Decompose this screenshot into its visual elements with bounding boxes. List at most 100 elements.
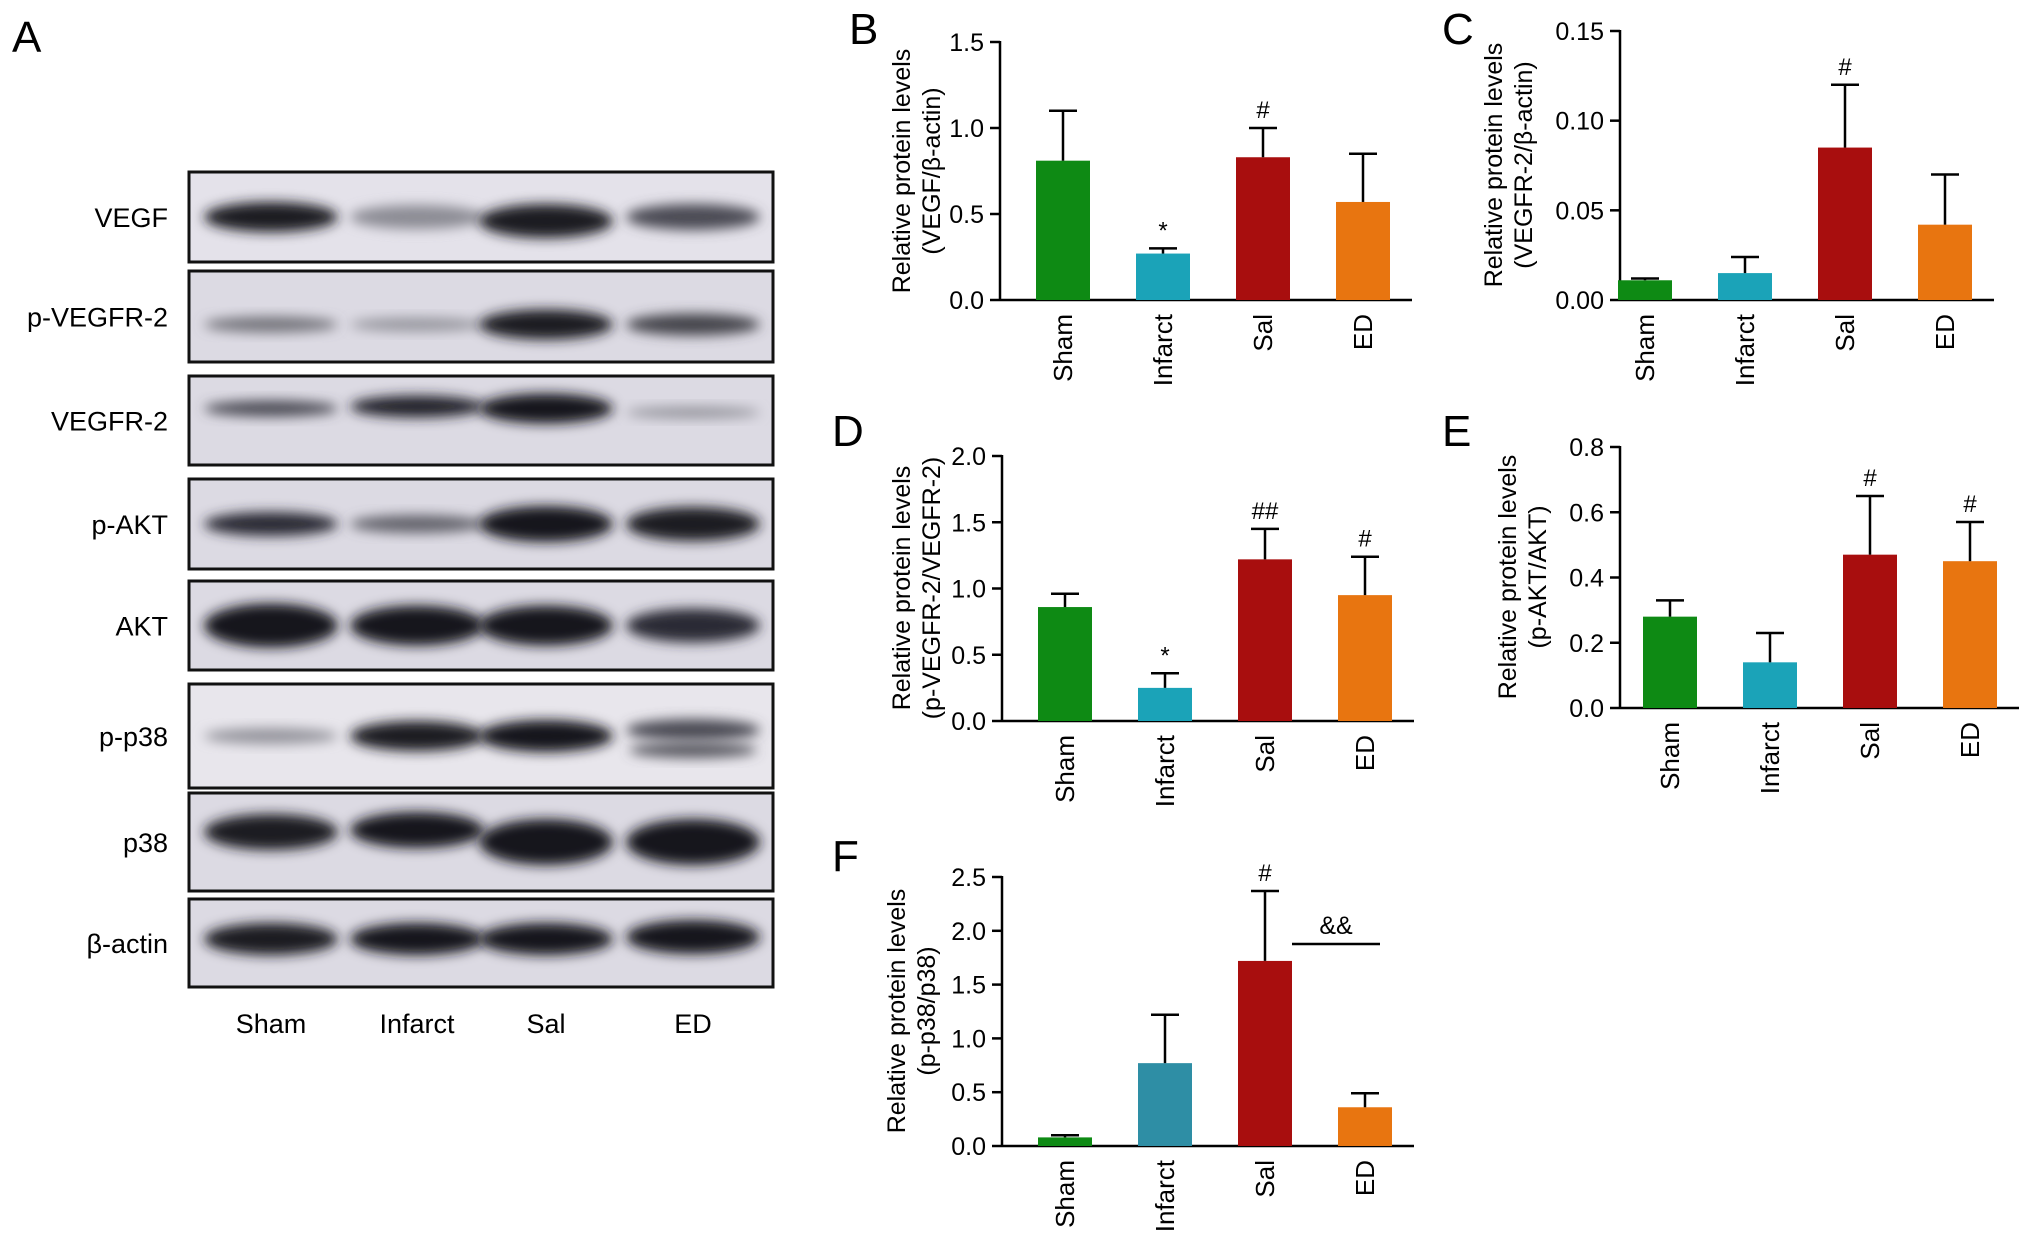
y-axis-title: Relative protein levels(VEGFR-2/β-actin) <box>1480 43 1538 288</box>
blot-label-beta-actin: β-actin <box>86 929 168 959</box>
bar-sham <box>1618 280 1672 300</box>
y-tick-label: 0.0 <box>951 1133 986 1161</box>
blot-band <box>626 608 760 643</box>
blot-band <box>350 205 484 229</box>
y-axis-title: Relative protein levels(p-AKT/AKT) <box>1494 455 1552 700</box>
x-tick-label-sal: Sal <box>1250 735 1280 773</box>
blot-band <box>626 204 760 230</box>
blot-band <box>204 400 338 417</box>
y-tick-label: 1.0 <box>951 576 986 604</box>
bar-sham <box>1036 160 1090 300</box>
y-axis-title-line: Relative protein levels <box>1480 43 1508 288</box>
x-tick-label-sham: Sham <box>1655 722 1685 790</box>
blot-band <box>350 812 484 848</box>
blot-band <box>479 393 613 424</box>
significance-mark: # <box>1963 491 1977 518</box>
x-tick-label-sal: Sal <box>1855 722 1885 760</box>
x-tick-label-sal: Sal <box>1248 314 1278 352</box>
blot-label-p-p38: p-p38 <box>99 722 168 752</box>
blot-membrane <box>187 374 775 467</box>
blot-band <box>626 507 760 541</box>
significance-mark: * <box>1160 642 1169 669</box>
blot-row-p-akt <box>187 477 775 571</box>
y-tick-label: 0.5 <box>951 642 986 670</box>
blot-band <box>350 923 484 955</box>
x-tick-label-ed: ED <box>1350 1160 1380 1196</box>
lane-label-sham: Sham <box>236 1009 307 1039</box>
panel-label-d: D <box>832 407 864 456</box>
bar-infarct <box>1743 662 1797 708</box>
y-axis-title-line: Relative protein levels <box>883 889 911 1134</box>
y-tick-label: 0.15 <box>1555 18 1604 46</box>
blot-band <box>204 316 338 333</box>
significance-mark: # <box>1863 465 1877 492</box>
bar-sham <box>1038 1137 1092 1146</box>
blot-row-p38 <box>187 791 775 893</box>
significance-mark: * <box>1158 217 1167 244</box>
y-tick-label: 0.00 <box>1555 287 1604 315</box>
bar-ed <box>1943 561 1997 708</box>
x-tick-label-sal: Sal <box>1830 314 1860 352</box>
blot-band <box>479 819 613 865</box>
blot-band <box>479 720 613 752</box>
y-tick-label: 1.0 <box>951 1025 986 1053</box>
y-axis-title-line: (VEGFR-2/β-actin) <box>1510 61 1538 268</box>
y-tick-label: 0.05 <box>1555 197 1604 225</box>
y-axis-title: Relative protein levels(VEGF/β-actin) <box>888 49 946 294</box>
y-tick-label: 0.6 <box>1569 499 1604 527</box>
y-tick-label: 0.2 <box>1569 630 1604 658</box>
panel-label-f: F <box>832 832 859 881</box>
x-tick-label-ed: ED <box>1955 722 1985 758</box>
blot-band <box>204 728 338 744</box>
blot-band <box>479 309 613 340</box>
blot-row-vegfr-2 <box>187 374 775 467</box>
panel-label-c: C <box>1442 5 1474 54</box>
significance-mark: # <box>1256 97 1270 124</box>
bar-ed <box>1336 201 1390 300</box>
bar-sham <box>1643 616 1697 708</box>
blot-band <box>479 923 613 955</box>
blot-band <box>479 605 613 646</box>
bar-infarct <box>1718 273 1772 300</box>
blot-row-vegf <box>187 170 775 264</box>
y-axis-title-line: (VEGF/β-actin) <box>918 87 946 254</box>
x-tick-label-ed: ED <box>1930 314 1960 350</box>
y-tick-label: 1.5 <box>951 972 986 1000</box>
x-tick-label-ed: ED <box>1350 735 1380 771</box>
blot-band <box>350 721 484 751</box>
y-axis-title: Relative protein levels(p-p38/p38) <box>883 889 941 1134</box>
y-tick-label: 1.5 <box>949 29 984 57</box>
x-tick-label-infarct: Infarct <box>1150 734 1180 807</box>
lane-label-sal: Sal <box>526 1009 565 1039</box>
y-axis-title-line: Relative protein levels <box>888 466 916 711</box>
chart-e: E 0.0 0.2 0.4 0.6 0.8 Relative protein levels(… <box>1442 407 2019 794</box>
blot-label-p38: p38 <box>123 828 168 858</box>
y-axis-title-line: (p-AKT/AKT) <box>1524 505 1552 648</box>
y-tick-label: 0.0 <box>1569 695 1604 723</box>
x-tick-label-infarct: Infarct <box>1755 721 1785 794</box>
blot-band <box>479 204 613 238</box>
western-blot-panel: A VEGF p-VEGFR-2 VEGFR-2 p-AKT AKT p-p38 p38 β-a… <box>12 13 775 1039</box>
y-tick-label: 0.0 <box>949 287 984 315</box>
panel-label-e: E <box>1442 407 1471 456</box>
blot-band <box>626 719 760 741</box>
blot-band <box>204 814 338 850</box>
comparison-label: && <box>1319 912 1353 940</box>
blot-band <box>626 313 760 336</box>
blot-row-p-p38 <box>187 682 775 790</box>
blot-band <box>350 515 484 533</box>
blot-band <box>204 512 338 536</box>
blot-row-akt <box>187 579 775 672</box>
bar-ed <box>1338 595 1392 721</box>
bar-infarct <box>1138 1063 1192 1146</box>
bar-ed <box>1338 1107 1392 1146</box>
bar-sal <box>1238 960 1292 1146</box>
bar-sal <box>1236 157 1290 300</box>
bar-sal <box>1238 559 1292 721</box>
blot-label-akt: AKT <box>115 612 168 642</box>
significance-mark: # <box>1358 526 1372 553</box>
y-tick-label: 0.4 <box>1569 565 1604 593</box>
x-tick-label-sham: Sham <box>1048 314 1078 382</box>
blot-label-vegf: VEGF <box>94 203 168 233</box>
